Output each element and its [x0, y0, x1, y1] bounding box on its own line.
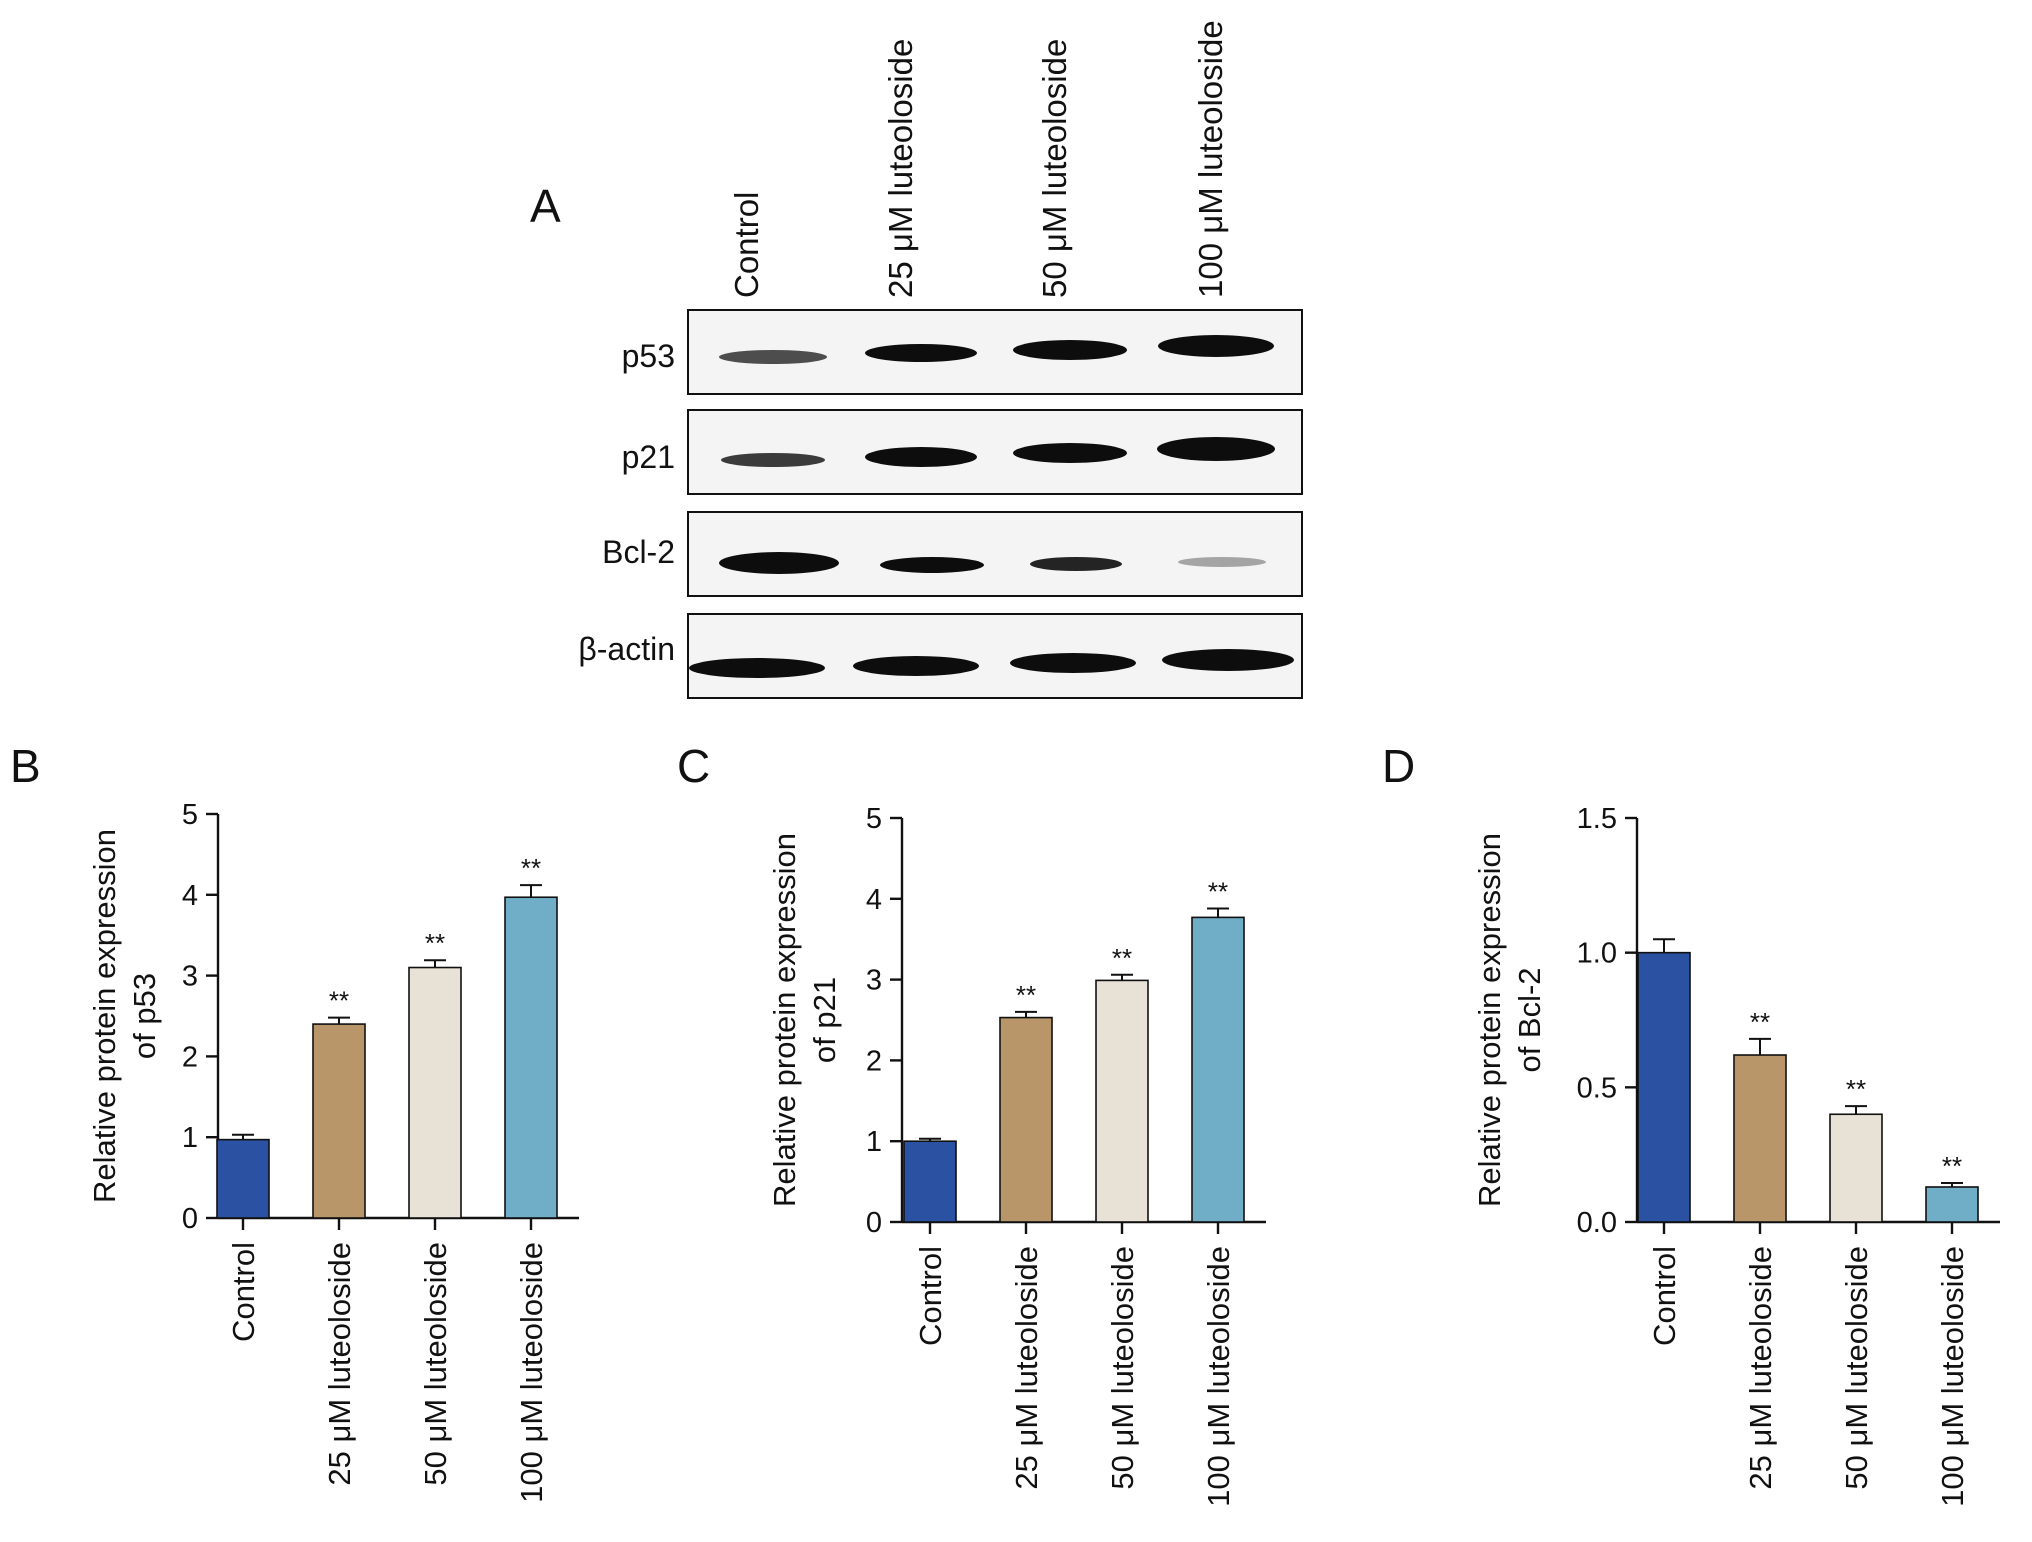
chart-b-bar-0 — [216, 1138, 270, 1219]
chart-d-bar-1 — [1733, 1054, 1787, 1223]
band-p53-25um — [865, 344, 977, 362]
chart-d-category-label-3: 100 μM luteoloside — [1935, 1246, 1970, 1507]
chart-c-ytick-label-5: 5 — [866, 803, 882, 835]
chart-b-category-label-2: 50 μM luteoloside — [418, 1242, 453, 1486]
band-p21-25um — [865, 447, 977, 467]
chart-c-category-label-0: Control — [913, 1246, 948, 1346]
band-bcl2-50um — [1030, 557, 1122, 571]
chart-c-ytick-label-0: 0 — [866, 1207, 882, 1239]
band-bcl2-25um — [880, 557, 984, 573]
band-beta-actin-100um — [1162, 649, 1294, 671]
chart-d-category-label-2: 50 μM luteoloside — [1839, 1246, 1874, 1490]
chart-c-category-label-1: 25 μM luteoloside — [1009, 1246, 1044, 1490]
chart-c-bar-0 — [903, 1140, 957, 1223]
chart-d-ytick-label-1: 0.5 — [1577, 1072, 1617, 1104]
chart-d-ylabel-line-0: Relative protein expression — [1472, 833, 1507, 1207]
chart-b-ytick-label-2: 2 — [182, 1041, 198, 1073]
chart-c-bar-3 — [1191, 916, 1245, 1223]
chart-b-ytick-label-1: 1 — [182, 1122, 198, 1154]
chart-c-category-label-2: 50 μM luteoloside — [1105, 1246, 1140, 1490]
chart-d-ylabel-line-1: of Bcl-2 — [1512, 967, 1547, 1072]
chart-d-bar-3 — [1925, 1186, 1979, 1223]
band-p21-control — [721, 453, 825, 467]
chart-d-category-label-1: 25 μM luteoloside — [1743, 1246, 1778, 1490]
band-beta-actin-control — [689, 658, 825, 678]
chart-c-ylabel-line-1: of p21 — [807, 977, 842, 1063]
band-p53-control — [719, 350, 827, 364]
protein-label-p53: p53 — [622, 338, 675, 374]
chart-c-sig-1: ** — [1016, 980, 1036, 1010]
chart-d-ytick-label-0: 0.0 — [1577, 1207, 1617, 1239]
chart-c-ytick-label-1: 1 — [866, 1126, 882, 1158]
panel-letter-c: C — [677, 740, 710, 792]
chart-b-ytick-label-3: 3 — [182, 961, 198, 993]
chart-c-ytick-label-3: 3 — [866, 965, 882, 997]
panel-a-blot: A Control 25 μM luteoloside 50 μM luteol… — [530, 20, 1303, 699]
chart-c-bar-2 — [1095, 979, 1149, 1223]
chart-b-ytick-label-5: 5 — [182, 799, 198, 831]
chart-b-p53: 0 1 2 3 4 5 Relative protein expression of p53 C… — [87, 799, 579, 1503]
band-bcl2-100um — [1178, 557, 1266, 567]
chart-b-ytick-label-0: 0 — [182, 1203, 198, 1235]
chart-d-sig-3: ** — [1942, 1151, 1962, 1181]
panel-letter-a: A — [530, 180, 561, 232]
lane-label-50um: 50 μM luteoloside — [1036, 39, 1073, 298]
chart-c-p21: 0 1 2 3 4 5 Relative protein expression of p21 C… — [767, 803, 1266, 1507]
chart-d-sig-1: ** — [1750, 1007, 1770, 1037]
protein-label-beta-actin: β-actin — [578, 631, 675, 667]
chart-b-category-label-1: 25 μM luteoloside — [322, 1242, 357, 1486]
chart-c-sig-2: ** — [1112, 943, 1132, 973]
chart-b-sig-1: ** — [329, 986, 349, 1016]
band-p53-50um — [1013, 340, 1127, 360]
panel-letter-d: D — [1382, 740, 1415, 792]
band-p21-100um — [1157, 437, 1275, 461]
chart-c-ytick-label-2: 2 — [866, 1045, 882, 1077]
protein-label-p21: p21 — [622, 439, 675, 475]
chart-d-bar-2 — [1829, 1113, 1883, 1223]
chart-b-sig-3: ** — [521, 853, 541, 883]
chart-d-bar-0 — [1637, 951, 1691, 1223]
chart-d-ytick-label-2: 1.0 — [1577, 938, 1617, 970]
panel-letter-b: B — [10, 740, 41, 792]
chart-b-category-label-0: Control — [226, 1242, 261, 1342]
lane-label-control: Control — [728, 192, 765, 298]
lane-label-25um: 25 μM luteoloside — [882, 39, 919, 298]
chart-b-sig-2: ** — [425, 928, 445, 958]
protein-label-bcl2: Bcl-2 — [602, 534, 675, 570]
band-beta-actin-50um — [1010, 653, 1136, 673]
chart-d-category-label-0: Control — [1647, 1246, 1682, 1346]
chart-b-ylabel-line-0: Relative protein expression — [87, 829, 122, 1203]
lane-label-100um: 100 μM luteoloside — [1192, 20, 1229, 298]
chart-c-sig-3: ** — [1208, 876, 1228, 906]
chart-d-ytick-label-3: 1.5 — [1577, 803, 1617, 835]
chart-c-ytick-label-4: 4 — [866, 884, 882, 916]
chart-b-ylabel-line-1: of p53 — [127, 973, 162, 1059]
chart-d-sig-2: ** — [1846, 1074, 1866, 1104]
chart-b-category-label-3: 100 μM luteoloside — [514, 1242, 549, 1503]
band-p53-100um — [1158, 335, 1274, 357]
chart-c-category-label-3: 100 μM luteoloside — [1201, 1246, 1236, 1507]
band-p21-50um — [1013, 443, 1127, 463]
chart-b-bar-3 — [504, 896, 558, 1219]
chart-b-bar-1 — [312, 1023, 366, 1219]
chart-d-bcl2: 0.0 0.5 1.0 1.5 Relative protein expression o… — [1472, 803, 2000, 1507]
chart-b-bar-2 — [408, 966, 462, 1219]
band-beta-actin-25um — [853, 656, 979, 676]
band-bcl2-control — [719, 552, 839, 574]
chart-c-bar-1 — [999, 1016, 1053, 1223]
chart-c-ylabel-line-0: Relative protein expression — [767, 833, 802, 1207]
chart-b-ytick-label-4: 4 — [182, 880, 198, 912]
